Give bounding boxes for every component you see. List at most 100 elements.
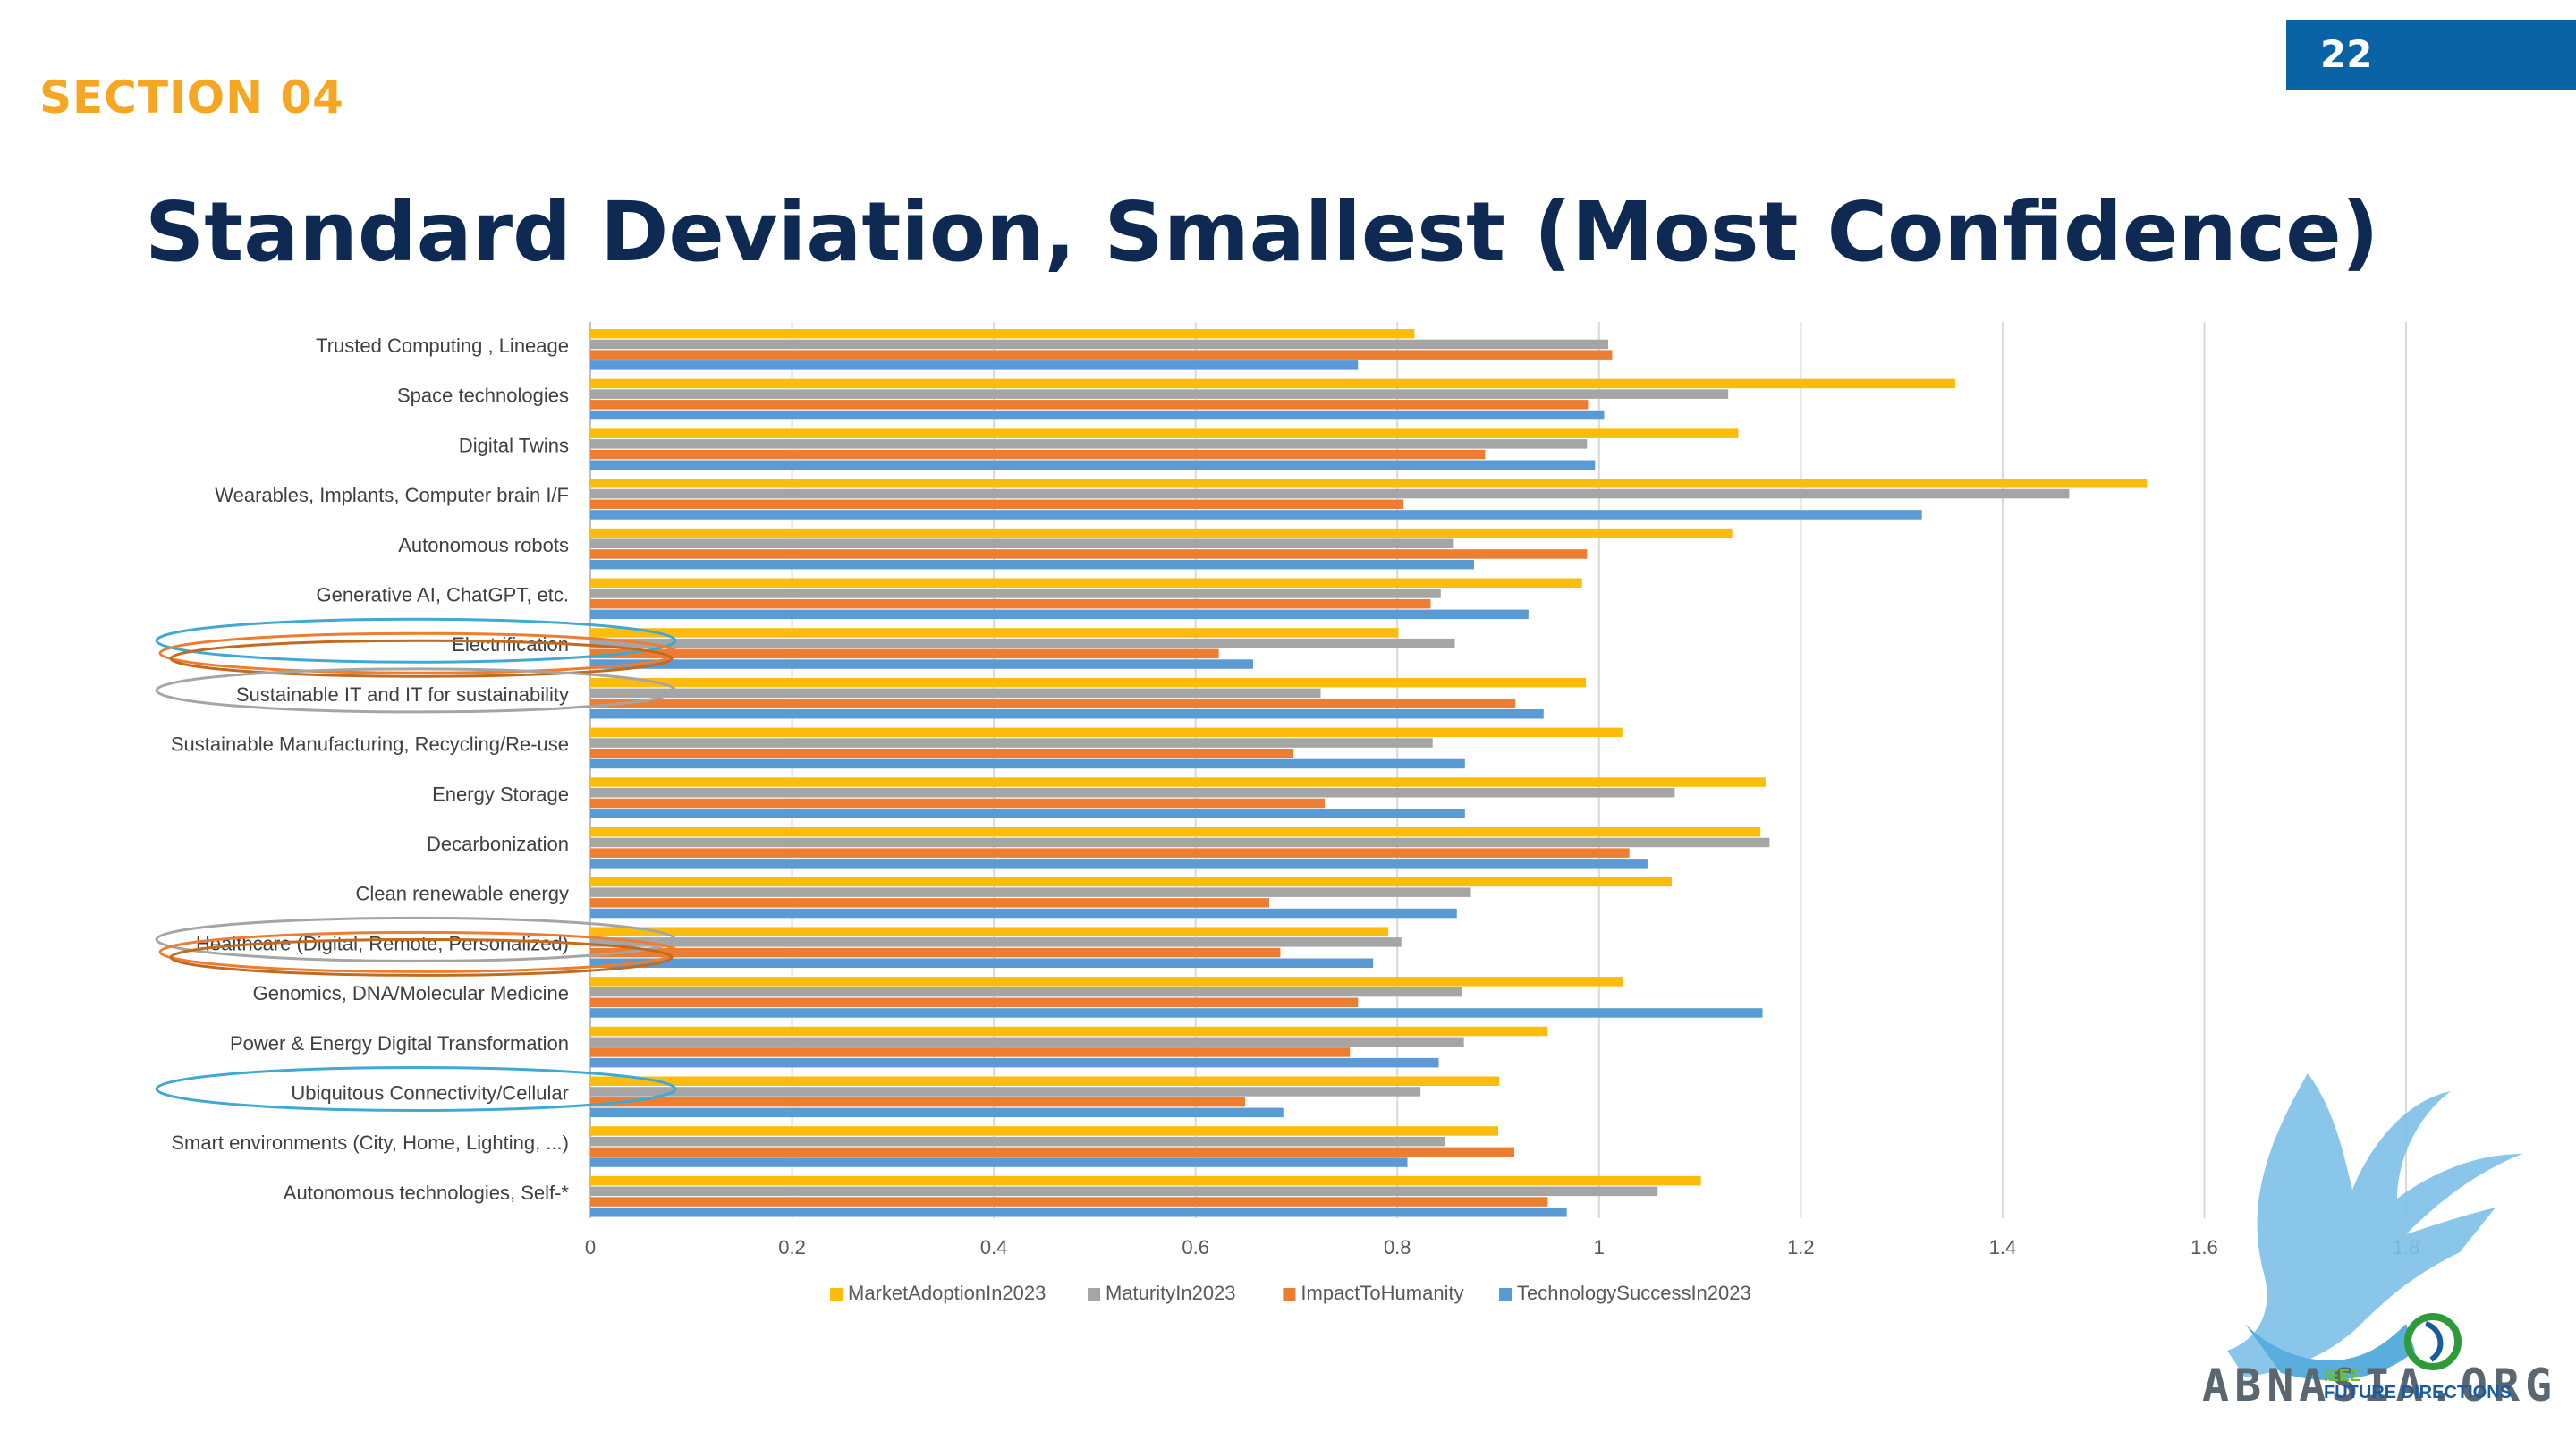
bar-TechnologySuccessIn2023	[590, 709, 1544, 719]
bar-MarketAdoptionIn2023	[590, 528, 1733, 538]
category-label: Wearables, Implants, Computer brain I/F	[215, 484, 569, 506]
x-tick-label: 0.6	[1182, 1236, 1209, 1258]
future-directions-label: FUTURE DIRECTIONS	[2324, 1383, 2512, 1402]
category-label: Decarbonization	[427, 833, 569, 855]
legend-swatch	[830, 1288, 843, 1301]
bar-ImpactToHumanity	[590, 848, 1630, 858]
bar-MarketAdoptionIn2023	[590, 727, 1623, 738]
bar-MarketAdoptionIn2023	[590, 1026, 1548, 1037]
bar-MaturityIn2023	[590, 1136, 1445, 1147]
bar-ImpactToHumanity	[590, 1047, 1351, 1057]
highlight-ring	[155, 916, 677, 962]
category-label: Clean renewable energy	[356, 883, 570, 905]
page-title: Standard Deviation, Smallest (Most Confi…	[145, 184, 2379, 280]
x-tick-label: 0	[585, 1236, 596, 1258]
bar-ImpactToHumanity	[590, 1147, 1515, 1157]
bar-TechnologySuccessIn2023	[590, 659, 1253, 669]
highlight-ring	[158, 631, 681, 674]
bar-MarketAdoptionIn2023	[590, 628, 1399, 638]
bar-MaturityIn2023	[590, 339, 1608, 350]
category-label: Trusted Computing , Lineage	[316, 335, 569, 357]
bar-MarketAdoptionIn2023	[590, 428, 1739, 438]
bar-MaturityIn2023	[590, 538, 1454, 548]
bar-MarketAdoptionIn2023	[590, 1175, 1701, 1186]
bar-MaturityIn2023	[590, 638, 1455, 648]
x-tick-label: 0.4	[980, 1236, 1008, 1258]
bar-MarketAdoptionIn2023	[590, 479, 2148, 488]
bar-MaturityIn2023	[590, 1186, 1658, 1197]
legend-swatch	[1499, 1288, 1512, 1301]
bar-MaturityIn2023	[590, 937, 1402, 947]
legend-label: MaturityIn2023	[1106, 1282, 1236, 1304]
category-label: Autonomous robots	[398, 534, 569, 556]
bar-ImpactToHumanity	[590, 798, 1326, 809]
category-label: Generative AI, ChatGPT, etc.	[317, 584, 569, 606]
bar-TechnologySuccessIn2023	[590, 609, 1529, 620]
bar-MaturityIn2023	[590, 788, 1675, 798]
category-label: Power & Energy Digital Transformation	[230, 1032, 569, 1055]
bar-TechnologySuccessIn2023	[590, 758, 1465, 769]
bar-TechnologySuccessIn2023	[590, 559, 1474, 570]
bar-MaturityIn2023	[590, 1087, 1421, 1097]
page-number: 22	[2286, 20, 2576, 90]
bar-MaturityIn2023	[590, 887, 1471, 897]
section-label: SECTION 04	[39, 72, 344, 123]
category-label: Energy Storage	[432, 783, 569, 805]
bar-TechnologySuccessIn2023	[590, 859, 1648, 869]
category-label: Autonomous technologies, Self-*	[284, 1182, 570, 1204]
highlight-ring	[169, 639, 674, 678]
category-label: Space technologies	[397, 385, 569, 407]
bar-TechnologySuccessIn2023	[590, 1107, 1284, 1118]
bar-MarketAdoptionIn2023	[590, 578, 1582, 588]
bar-ImpactToHumanity	[590, 549, 1588, 559]
bar-MaturityIn2023	[590, 488, 2070, 499]
bar-TechnologySuccessIn2023	[590, 1057, 1439, 1068]
bar-TechnologySuccessIn2023	[590, 460, 1596, 470]
category-label: Sustainable IT and IT for sustainability	[236, 683, 569, 706]
bar-ImpactToHumanity	[590, 350, 1613, 360]
category-label: Smart environments (City, Home, Lighting…	[171, 1131, 569, 1154]
x-tick-label: 1.4	[1989, 1236, 2017, 1258]
bar-MaturityIn2023	[590, 389, 1729, 399]
bar-TechnologySuccessIn2023	[590, 410, 1605, 420]
bar-TechnologySuccessIn2023	[590, 1008, 1763, 1018]
bar-MaturityIn2023	[590, 738, 1433, 748]
highlight-ring	[158, 930, 681, 973]
bar-TechnologySuccessIn2023	[590, 1208, 1567, 1217]
bar-ImpactToHumanity	[590, 449, 1486, 460]
bar-ImpactToHumanity	[590, 699, 1516, 708]
bar-TechnologySuccessIn2023	[590, 360, 1359, 370]
category-label: Genomics, DNA/Molecular Medicine	[253, 982, 569, 1004]
bar-MarketAdoptionIn2023	[590, 927, 1389, 936]
bar-ImpactToHumanity	[590, 1097, 1245, 1107]
ieee-label: IEEE	[2324, 1367, 2361, 1385]
highlight-ring	[155, 617, 677, 664]
bar-ImpactToHumanity	[590, 997, 1359, 1007]
bar-MaturityIn2023	[590, 987, 1462, 997]
bar-ImpactToHumanity	[590, 598, 1431, 609]
x-tick-label: 0.8	[1384, 1236, 1411, 1258]
bar-ImpactToHumanity	[590, 898, 1270, 908]
bar-ImpactToHumanity	[590, 947, 1281, 958]
highlight-ring	[155, 1066, 677, 1112]
legend-label: MarketAdoptionIn2023	[848, 1282, 1046, 1304]
bar-MarketAdoptionIn2023	[590, 1126, 1499, 1136]
bar-MarketAdoptionIn2023	[590, 877, 1673, 887]
bar-MaturityIn2023	[590, 589, 1441, 598]
bar-MarketAdoptionIn2023	[590, 977, 1623, 987]
category-label: Sustainable Manufacturing, Recycling/Re-…	[171, 733, 569, 756]
logo-wordmark: ABNASIA.ORG	[2202, 1360, 2558, 1411]
legend-swatch	[1283, 1288, 1296, 1301]
bar-TechnologySuccessIn2023	[590, 809, 1465, 818]
bar-ImpactToHumanity	[590, 1197, 1548, 1207]
bar-ImpactToHumanity	[590, 400, 1589, 410]
highlight-ring	[169, 937, 674, 977]
bar-MarketAdoptionIn2023	[590, 378, 1955, 389]
legend-label: TechnologySuccessIn2023	[1517, 1282, 1751, 1304]
x-tick-label: 1.6	[2190, 1236, 2218, 1258]
bar-TechnologySuccessIn2023	[590, 1157, 1408, 1167]
bar-MarketAdoptionIn2023	[590, 677, 1587, 688]
x-tick-label: 0.2	[778, 1236, 806, 1258]
bar-MarketAdoptionIn2023	[590, 827, 1761, 837]
